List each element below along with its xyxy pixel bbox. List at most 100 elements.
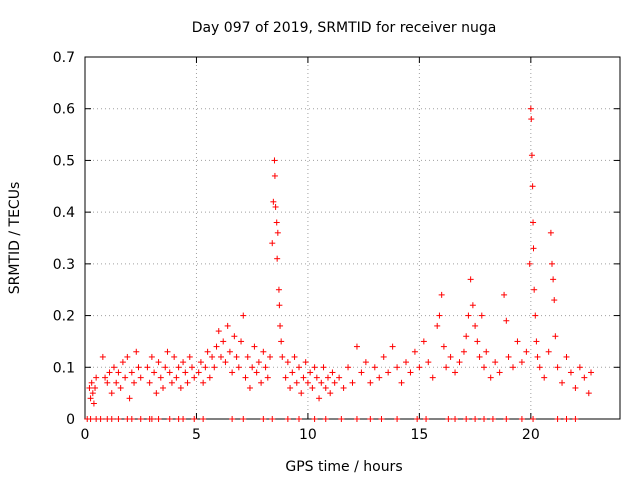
data-point — [581, 374, 588, 381]
data-point — [264, 374, 271, 381]
data-point — [518, 359, 525, 366]
data-point — [447, 353, 454, 360]
data-point — [271, 157, 278, 164]
data-point — [274, 229, 281, 236]
data-point — [195, 369, 202, 376]
data-point — [206, 374, 213, 381]
data-point — [302, 359, 309, 366]
data-point — [131, 379, 138, 386]
data-point — [240, 312, 247, 319]
data-point — [93, 374, 100, 381]
data-point — [287, 384, 294, 391]
data-point — [585, 390, 592, 397]
data-point — [541, 374, 548, 381]
data-point — [452, 416, 459, 422]
data-point — [440, 343, 447, 350]
data-point — [102, 374, 109, 381]
data-point — [162, 364, 169, 371]
data-point — [90, 400, 97, 407]
data-point — [284, 359, 291, 366]
data-point — [465, 312, 472, 319]
data-point — [362, 359, 369, 366]
data-point — [148, 353, 155, 360]
data-point — [492, 359, 499, 366]
data-point — [414, 416, 421, 422]
data-point — [436, 312, 443, 319]
data-point — [119, 359, 126, 366]
data-point — [530, 219, 537, 226]
data-point — [253, 369, 260, 376]
data-point — [545, 348, 552, 355]
data-point — [164, 348, 171, 355]
data-point — [316, 395, 323, 402]
data-point — [532, 312, 539, 319]
data-point — [478, 312, 485, 319]
data-point — [474, 338, 481, 345]
data-point — [148, 416, 155, 422]
data-point — [272, 203, 279, 210]
chart-title: Day 097 of 2019, SRMTID for receiver nug… — [192, 20, 497, 36]
data-point — [371, 364, 378, 371]
data-point — [155, 416, 162, 422]
data-point — [282, 374, 289, 381]
data-point — [385, 369, 392, 376]
data-point — [403, 359, 409, 366]
data-point — [407, 369, 414, 376]
data-point — [251, 343, 258, 350]
data-point — [135, 364, 142, 371]
data-point — [503, 317, 510, 324]
data-point — [209, 353, 216, 360]
data-point — [224, 322, 231, 329]
data-point — [472, 322, 479, 329]
data-point — [576, 364, 583, 371]
data-point — [501, 291, 508, 298]
data-point — [353, 416, 360, 422]
data-point — [318, 379, 325, 386]
data-point — [456, 359, 463, 366]
data-point — [398, 379, 405, 386]
data-point — [104, 379, 111, 386]
data-point — [563, 416, 570, 422]
data-point — [298, 390, 305, 397]
data-point — [274, 255, 281, 262]
plot-frame — [84, 56, 621, 420]
data-point — [559, 379, 566, 386]
data-point — [106, 369, 113, 376]
data-point — [324, 374, 331, 381]
y-axis-label: SRMTID / TECUs — [7, 182, 23, 295]
data-point — [146, 379, 153, 386]
data-point — [269, 416, 276, 422]
data-point — [329, 369, 336, 376]
data-point — [463, 416, 470, 422]
data-point — [425, 359, 432, 366]
data-point — [200, 416, 207, 422]
data-point — [514, 338, 521, 345]
data-point — [469, 302, 476, 309]
data-point — [166, 416, 173, 422]
data-point — [238, 338, 245, 345]
data-point — [108, 416, 115, 422]
data-point — [260, 348, 267, 355]
data-point — [240, 416, 247, 422]
data-point — [358, 369, 365, 376]
data-point — [108, 390, 115, 397]
data-point — [554, 364, 561, 371]
data-point — [87, 395, 94, 402]
data-point — [526, 260, 533, 267]
data-point — [534, 353, 541, 360]
data-point — [572, 384, 579, 391]
data-point — [487, 374, 494, 381]
data-point — [503, 416, 510, 422]
data-point — [443, 364, 450, 371]
data-point — [289, 369, 296, 376]
data-point — [472, 416, 479, 422]
data-point — [530, 245, 537, 252]
data-point — [175, 364, 182, 371]
data-marks — [84, 105, 595, 422]
data-point — [267, 353, 274, 360]
data-point — [128, 369, 135, 376]
data-point — [460, 348, 467, 355]
data-point — [153, 390, 160, 397]
data-point — [115, 416, 122, 422]
